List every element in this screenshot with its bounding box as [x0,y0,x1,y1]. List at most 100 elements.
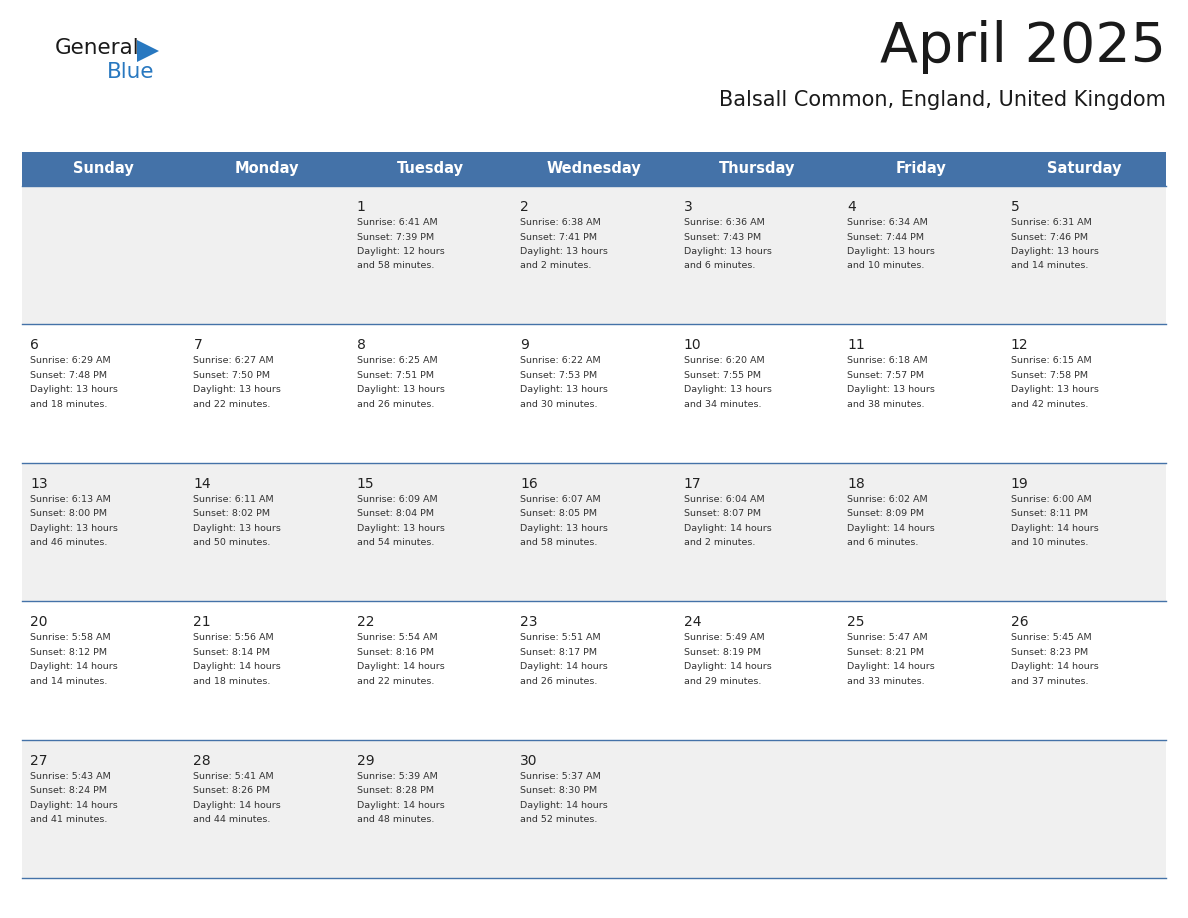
Text: 30: 30 [520,754,538,767]
Text: and 50 minutes.: and 50 minutes. [194,538,271,547]
Text: 25: 25 [847,615,865,629]
Text: and 52 minutes.: and 52 minutes. [520,815,598,824]
Text: Daylight: 13 hours: Daylight: 13 hours [356,524,444,532]
Text: and 26 minutes.: and 26 minutes. [520,677,598,686]
Bar [23,463,1165,601]
Text: Sunset: 7:43 PM: Sunset: 7:43 PM [684,232,760,241]
Text: Monday: Monday [235,162,299,176]
Text: 1: 1 [356,200,366,214]
Text: Daylight: 13 hours: Daylight: 13 hours [30,386,118,395]
Bar [23,740,1165,878]
Text: Sunset: 8:16 PM: Sunset: 8:16 PM [356,648,434,656]
Text: and 10 minutes.: and 10 minutes. [847,262,924,271]
Text: and 38 minutes.: and 38 minutes. [847,400,924,409]
Text: Blue: Blue [107,62,154,82]
Text: and 18 minutes.: and 18 minutes. [194,677,271,686]
Text: Sunset: 8:19 PM: Sunset: 8:19 PM [684,648,760,656]
Text: and 6 minutes.: and 6 minutes. [847,538,918,547]
Text: Daylight: 13 hours: Daylight: 13 hours [684,386,771,395]
Text: Sunrise: 6:15 AM: Sunrise: 6:15 AM [1011,356,1092,365]
Text: Sunset: 7:48 PM: Sunset: 7:48 PM [30,371,107,380]
Text: Daylight: 14 hours: Daylight: 14 hours [1011,662,1099,671]
Text: 18: 18 [847,476,865,491]
Text: Sunset: 8:17 PM: Sunset: 8:17 PM [520,648,598,656]
Text: Sunrise: 5:45 AM: Sunrise: 5:45 AM [1011,633,1092,643]
Text: Balsall Common, England, United Kingdom: Balsall Common, England, United Kingdom [719,90,1165,110]
Bar [23,186,1165,324]
Text: and 46 minutes.: and 46 minutes. [30,538,107,547]
Text: Sunrise: 6:11 AM: Sunrise: 6:11 AM [194,495,274,504]
Text: Sunday: Sunday [74,162,134,176]
Text: Sunset: 7:55 PM: Sunset: 7:55 PM [684,371,760,380]
Text: 29: 29 [356,754,374,767]
Text: 15: 15 [356,476,374,491]
Text: 16: 16 [520,476,538,491]
Text: Sunrise: 6:41 AM: Sunrise: 6:41 AM [356,218,437,227]
Text: Daylight: 13 hours: Daylight: 13 hours [194,524,282,532]
Text: Sunset: 8:14 PM: Sunset: 8:14 PM [194,648,271,656]
Text: Daylight: 13 hours: Daylight: 13 hours [356,386,444,395]
Text: Sunrise: 6:27 AM: Sunrise: 6:27 AM [194,356,274,365]
Text: Daylight: 14 hours: Daylight: 14 hours [356,662,444,671]
Text: Daylight: 14 hours: Daylight: 14 hours [356,800,444,810]
Text: Saturday: Saturday [1047,162,1121,176]
Text: 22: 22 [356,615,374,629]
Text: Sunrise: 6:22 AM: Sunrise: 6:22 AM [520,356,601,365]
Text: and 22 minutes.: and 22 minutes. [356,677,435,686]
Text: and 30 minutes.: and 30 minutes. [520,400,598,409]
Text: Thursday: Thursday [719,162,796,176]
Text: 21: 21 [194,615,211,629]
Text: Daylight: 13 hours: Daylight: 13 hours [520,386,608,395]
Bar [23,152,1165,186]
Text: Daylight: 14 hours: Daylight: 14 hours [847,662,935,671]
Text: and 34 minutes.: and 34 minutes. [684,400,762,409]
Text: Sunrise: 5:43 AM: Sunrise: 5:43 AM [30,772,110,780]
Text: 6: 6 [30,339,39,353]
Text: and 58 minutes.: and 58 minutes. [520,538,598,547]
Text: and 22 minutes.: and 22 minutes. [194,400,271,409]
Text: Daylight: 14 hours: Daylight: 14 hours [520,800,608,810]
Text: Sunrise: 5:56 AM: Sunrise: 5:56 AM [194,633,274,643]
Text: 7: 7 [194,339,202,353]
Text: and 58 minutes.: and 58 minutes. [356,262,435,271]
Text: 10: 10 [684,339,701,353]
Text: 3: 3 [684,200,693,214]
Text: Sunrise: 6:36 AM: Sunrise: 6:36 AM [684,218,764,227]
Text: Sunrise: 6:04 AM: Sunrise: 6:04 AM [684,495,764,504]
Text: 4: 4 [847,200,855,214]
Text: Daylight: 14 hours: Daylight: 14 hours [1011,524,1099,532]
Text: Daylight: 13 hours: Daylight: 13 hours [520,524,608,532]
Text: and 6 minutes.: and 6 minutes. [684,262,756,271]
Text: 14: 14 [194,476,211,491]
Text: and 2 minutes.: and 2 minutes. [520,262,592,271]
Text: 19: 19 [1011,476,1029,491]
Text: and 2 minutes.: and 2 minutes. [684,538,756,547]
Text: 28: 28 [194,754,211,767]
Text: 23: 23 [520,615,538,629]
Text: Sunset: 8:28 PM: Sunset: 8:28 PM [356,786,434,795]
Text: 12: 12 [1011,339,1028,353]
Text: 20: 20 [30,615,48,629]
Text: and 29 minutes.: and 29 minutes. [684,677,762,686]
Text: and 42 minutes.: and 42 minutes. [1011,400,1088,409]
Text: Daylight: 13 hours: Daylight: 13 hours [1011,386,1099,395]
Text: Daylight: 13 hours: Daylight: 13 hours [520,247,608,256]
Text: and 10 minutes.: and 10 minutes. [1011,538,1088,547]
Text: Sunrise: 6:34 AM: Sunrise: 6:34 AM [847,218,928,227]
Text: Sunrise: 6:09 AM: Sunrise: 6:09 AM [356,495,437,504]
Text: Daylight: 14 hours: Daylight: 14 hours [194,662,282,671]
Text: 24: 24 [684,615,701,629]
Text: Daylight: 12 hours: Daylight: 12 hours [356,247,444,256]
Text: Sunrise: 5:58 AM: Sunrise: 5:58 AM [30,633,110,643]
Text: Sunrise: 6:07 AM: Sunrise: 6:07 AM [520,495,601,504]
Text: Sunset: 8:23 PM: Sunset: 8:23 PM [1011,648,1088,656]
Bar [23,324,1165,463]
Text: Tuesday: Tuesday [397,162,465,176]
Text: 2: 2 [520,200,529,214]
Text: Sunset: 8:09 PM: Sunset: 8:09 PM [847,509,924,519]
Text: Daylight: 13 hours: Daylight: 13 hours [684,247,771,256]
Bar [23,601,1165,740]
Text: Daylight: 14 hours: Daylight: 14 hours [684,524,771,532]
Text: and 48 minutes.: and 48 minutes. [356,815,435,824]
Text: Daylight: 13 hours: Daylight: 13 hours [847,386,935,395]
